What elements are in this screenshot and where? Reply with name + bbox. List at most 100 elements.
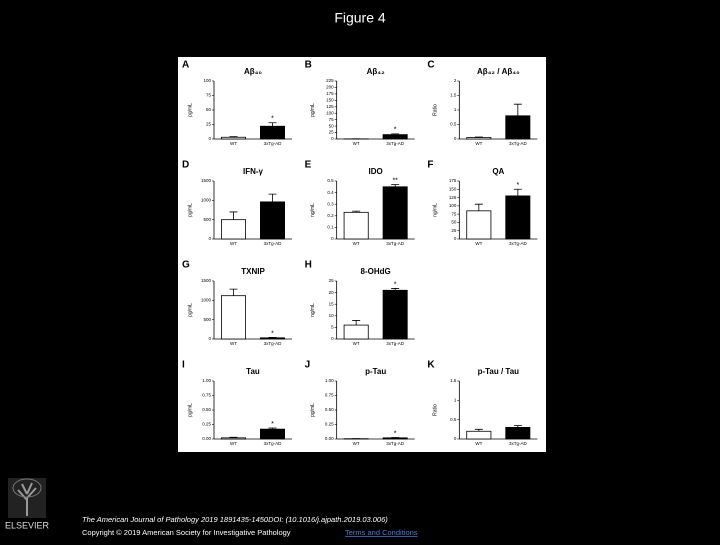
y-tick-label: 500	[203, 217, 211, 222]
panel-letter: E	[305, 160, 312, 171]
x-tick-label: WT	[230, 441, 237, 446]
y-tick-label: 0.50	[325, 407, 334, 412]
x-tick-label: WT	[475, 141, 482, 146]
panel-letter: H	[305, 260, 312, 271]
x-tick-label: 3xTg-AD	[386, 441, 405, 446]
y-tick-label: 125	[449, 195, 457, 200]
significance-mark: **	[392, 177, 398, 184]
y-tick-label: 1500	[201, 178, 212, 183]
y-tick-label: 0.2	[327, 213, 334, 218]
y-tick-label: 1000	[201, 298, 212, 303]
y-tick-label: 1.00	[202, 378, 211, 383]
figure-area	[178, 57, 546, 452]
bar	[383, 290, 407, 339]
panel-title: IFN-γ	[243, 167, 264, 176]
y-tick-label: 0.4	[327, 190, 334, 195]
y-tick-label: 0.5	[327, 178, 334, 183]
y-tick-label: 1.5	[450, 378, 457, 383]
y-tick-label: 0.50	[202, 407, 211, 412]
y-tick-label: 25	[329, 278, 335, 283]
y-tick-label: 0.1	[327, 225, 334, 230]
panel-title: Aβ₄₀	[244, 67, 262, 76]
bar	[506, 116, 530, 139]
x-tick-label: WT	[353, 441, 360, 446]
x-tick-label: WT	[475, 441, 482, 446]
bar	[467, 431, 491, 439]
bar	[506, 427, 530, 439]
bar	[344, 325, 368, 339]
x-tick-label: 3xTg-AD	[264, 141, 283, 146]
footer-citation: The American Journal of Pathology 2019 1…	[82, 515, 388, 524]
panel-letter: G	[182, 260, 190, 271]
x-tick-label: 3xTg-AD	[264, 241, 283, 246]
y-tick-label: 150	[449, 186, 457, 191]
y-tick-label: 175	[449, 178, 457, 183]
significance-mark: *	[271, 116, 274, 123]
y-tick-label: 1.5	[450, 93, 457, 98]
y-tick-label: 0.25	[325, 422, 334, 427]
y-axis-label: pg/mL	[310, 403, 316, 417]
panel-title: p-Tau	[365, 367, 386, 376]
panel-title: IDO	[369, 167, 383, 176]
bar	[383, 135, 407, 139]
significance-mark: *	[271, 421, 274, 428]
publisher-logo: ELSEVIER	[5, 478, 50, 530]
y-axis-label: ng/mL	[433, 203, 439, 217]
significance-mark: *	[394, 281, 397, 288]
x-tick-label: 3xTg-AD	[509, 241, 528, 246]
panel-letter: A	[182, 60, 189, 71]
x-tick-label: WT	[353, 241, 360, 246]
y-tick-label: 20	[329, 290, 335, 295]
x-tick-label: WT	[353, 341, 360, 346]
slide-title: Figure 4	[334, 10, 386, 26]
bar	[506, 196, 530, 239]
y-tick-label: 15	[329, 301, 335, 306]
y-axis-label: pg/mL	[187, 303, 193, 317]
x-tick-label: WT	[475, 241, 482, 246]
y-tick-label: 1.00	[325, 378, 334, 383]
y-tick-label: 50	[206, 107, 212, 112]
bar	[260, 126, 284, 139]
y-tick-label: 150	[326, 98, 334, 103]
bar	[221, 296, 245, 339]
y-tick-label: 100	[203, 78, 211, 83]
footer-copyright: Copyright © 2019 American Society for In…	[82, 528, 291, 537]
y-tick-label: 0.00	[325, 436, 334, 441]
y-tick-label: 0.25	[202, 422, 211, 427]
x-tick-label: WT	[353, 141, 360, 146]
footer-link[interactable]: Terms and Conditions	[345, 528, 418, 537]
bar	[383, 187, 407, 239]
panel-title: TXNIP	[241, 267, 265, 276]
y-tick-label: 75	[329, 117, 335, 122]
panel-title: 8-OHdG	[361, 267, 391, 276]
bar	[467, 138, 491, 139]
panel-letter: B	[305, 60, 312, 71]
panel-title: Aβ₄₂	[367, 67, 385, 76]
panel-letter: F	[427, 160, 433, 171]
x-tick-label: 3xTg-AD	[264, 441, 283, 446]
bar	[467, 211, 491, 239]
y-axis-label: Ratio	[433, 104, 439, 116]
y-tick-label: 0.00	[202, 436, 211, 441]
x-tick-label: 3xTg-AD	[386, 141, 405, 146]
y-tick-label: 50	[329, 123, 335, 128]
y-tick-label: 0.3	[327, 201, 334, 206]
y-axis-label: pg/mL	[187, 103, 193, 117]
y-tick-label: 1000	[201, 198, 212, 203]
y-tick-label: 100	[449, 203, 457, 208]
x-tick-label: 3xTg-AD	[386, 341, 405, 346]
y-tick-label: 75	[206, 93, 212, 98]
bar	[383, 438, 407, 439]
x-tick-label: WT	[230, 141, 237, 146]
x-tick-label: 3xTg-AD	[509, 141, 528, 146]
y-tick-label: 0.75	[202, 393, 211, 398]
y-tick-label: 125	[326, 104, 334, 109]
publisher-name: ELSEVIER	[5, 520, 50, 530]
panel-title: QA	[492, 167, 504, 176]
significance-mark: *	[394, 127, 397, 134]
y-axis-label: pg/mL	[187, 403, 193, 417]
panel-title: p-Tau / Tau	[478, 367, 520, 376]
x-tick-label: WT	[230, 241, 237, 246]
y-tick-label: 25	[451, 228, 457, 233]
y-tick-label: 500	[203, 317, 211, 322]
